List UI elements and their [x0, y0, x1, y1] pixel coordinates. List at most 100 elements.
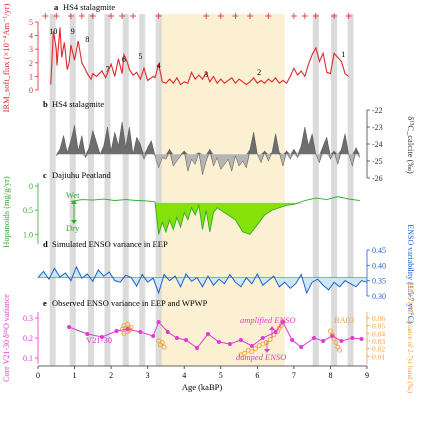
- x-tick-label: 0: [36, 371, 40, 380]
- y-tick-label: 0.40: [372, 261, 386, 270]
- y-tick-label: 0.03: [372, 337, 385, 346]
- background-bands: [49, 14, 354, 366]
- v21-30-point: [321, 339, 326, 343]
- panel-d-letter: d: [43, 239, 48, 249]
- y-tick-label: 0: [29, 86, 33, 95]
- v21-30-point: [114, 329, 119, 333]
- y-tick-label: 0.04: [372, 329, 385, 338]
- v21-30-point: [85, 332, 90, 336]
- v21-30-point: [216, 340, 221, 344]
- event-label: 3: [204, 70, 208, 79]
- y-tick-label: 4: [29, 32, 33, 41]
- panel-b-area: [56, 121, 360, 175]
- y-tick-label: 0.35: [372, 277, 386, 286]
- event-labels: 10 9 8 7 6 5 4 3 2 1: [49, 27, 345, 79]
- v21-30-point: [339, 339, 344, 343]
- event-band: [104, 14, 111, 366]
- v21-30-point: [273, 330, 278, 334]
- event-label: 8: [85, 35, 89, 44]
- event-label: 2: [257, 68, 261, 77]
- x-tick-label: 9: [365, 371, 369, 380]
- ba03-label: BA03: [334, 315, 354, 325]
- ba03-point: [327, 328, 333, 334]
- v21-30-point: [67, 325, 72, 329]
- event-band: [312, 14, 319, 366]
- v21-30-point: [138, 330, 143, 334]
- arrow-down-icon: [264, 349, 270, 353]
- panel-c-letter: c: [43, 170, 47, 180]
- v21-30-label: V21-30: [86, 335, 112, 345]
- v21-30-point: [290, 338, 295, 342]
- y-tick-label: 3: [29, 45, 33, 54]
- ba03-point: [161, 344, 167, 350]
- wet-label: Wet: [66, 190, 80, 200]
- area-above-mean: [56, 121, 360, 155]
- panel-c-y-ticks: 0 0.5 1.0: [23, 182, 38, 239]
- event-band: [49, 14, 56, 366]
- y-tick-label: 0.02: [372, 345, 385, 354]
- panel-c-fill: [70, 202, 360, 235]
- ba03-point: [125, 321, 131, 327]
- panel-c-title: Dajiuhu Peatland: [52, 170, 112, 180]
- panel-a: a HS4 stalagmite 0 1 2 3 4 5 IRM_soft_flux (×…: [1, 2, 352, 112]
- y-tick-label: 0.05: [372, 322, 385, 331]
- panel-e-letter: e: [43, 298, 47, 308]
- event-band: [69, 14, 76, 366]
- v21-30-point: [151, 334, 156, 338]
- y-tick-label: 0.30: [372, 292, 386, 301]
- panel-b-series-line: [56, 121, 360, 175]
- panel-a-title: HS4 stalagmite: [63, 2, 115, 12]
- ba03-point: [253, 346, 258, 352]
- panel-a-y-label: IRM_soft_flux (×10⁻⁴Am⁻¹/yr): [1, 3, 11, 112]
- x-axis-ticks: 0 1 2 3 4 5 6 7 8 9: [36, 366, 369, 380]
- v21-30-point: [125, 327, 130, 331]
- panel-d-fill: [38, 266, 367, 293]
- panel-c-series-line: [70, 196, 360, 235]
- area-below-mean: [56, 154, 360, 175]
- v21-30-point: [249, 344, 254, 348]
- v21-30-point: [227, 342, 232, 346]
- y-tick-label: 0.2: [23, 334, 33, 343]
- ba03-point: [264, 340, 269, 345]
- x-tick-label: 1: [73, 371, 77, 380]
- arrow-down-icon: [71, 220, 77, 224]
- panel-d-area: [37, 265, 368, 295]
- holocene-band: [160, 14, 285, 366]
- panel-c-area: [70, 196, 360, 235]
- v21-30-point: [156, 320, 161, 324]
- panel-e: e Observed ENSO variance in EEP and WPWP…: [2, 283, 414, 394]
- ba03-point: [333, 340, 339, 345]
- v21-30-point: [165, 330, 170, 334]
- y-tick-label: 0.3: [23, 314, 33, 323]
- panel-b-y-label: δ¹³C_calcite (‰): [406, 116, 416, 174]
- y-tick-label: 0: [29, 182, 33, 191]
- y-tick-label: -24: [372, 140, 383, 149]
- damped-enso-label: damped ENSO: [236, 352, 286, 362]
- panel-b-y-ticks: -22 -23 -24 -25 -26: [367, 106, 383, 183]
- y-tick-label: 0.1: [23, 354, 33, 363]
- v21-30-point: [174, 336, 179, 340]
- v21-30-point: [330, 334, 335, 338]
- x-tick-label: 8: [328, 371, 332, 380]
- v21-30-points: [67, 320, 364, 350]
- y-tick-label: 0.45: [372, 246, 386, 255]
- x-tick-label: 6: [255, 371, 259, 380]
- panel-d-y-label: ENSO variability (1.5-7 yr/°C): [406, 224, 415, 324]
- panel-b-letter: b: [43, 99, 48, 109]
- v21-30-point: [99, 335, 104, 339]
- y-tick-label: 5: [29, 18, 33, 27]
- ba03-point: [242, 350, 247, 356]
- v21-30-point: [311, 336, 316, 340]
- event-band: [122, 14, 129, 366]
- v21-30-point: [280, 320, 285, 324]
- y-tick-label: 0.01: [372, 352, 385, 361]
- y-tick-label: -23: [372, 123, 383, 132]
- ba03-point: [267, 337, 273, 342]
- event-label: 4: [157, 61, 161, 70]
- x-axis-label: Age (kaBP): [182, 382, 223, 392]
- y-tick-label: -26: [372, 174, 383, 183]
- event-band: [331, 14, 338, 366]
- y-tick-label: -22: [372, 106, 383, 115]
- event-label: 10: [49, 27, 57, 36]
- v21-30-point: [260, 336, 265, 340]
